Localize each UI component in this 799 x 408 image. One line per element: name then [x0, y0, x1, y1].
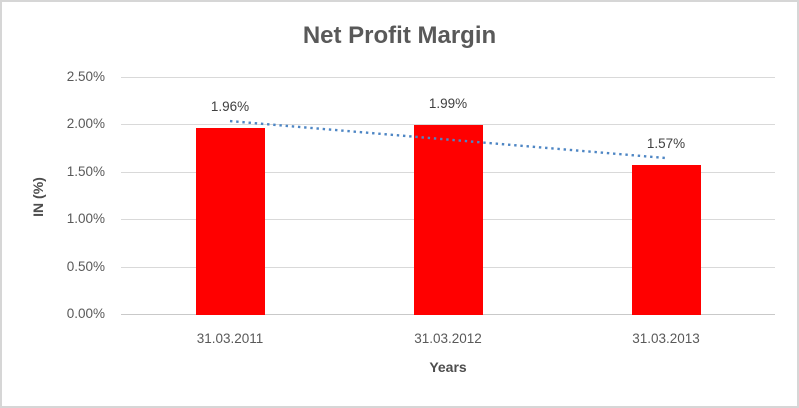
y-tick-label: 0.50% — [66, 259, 105, 274]
bar-31.03.2013 — [632, 165, 701, 315]
data-label: 1.96% — [210, 99, 250, 114]
x-tick-label: 31.03.2011 — [196, 331, 264, 346]
data-label: 1.99% — [428, 96, 468, 111]
y-tick-label: 1.00% — [66, 211, 105, 226]
y-tick-label: 2.50% — [66, 69, 105, 84]
y-tick-label: 1.50% — [66, 164, 105, 179]
bar-31.03.2011 — [196, 128, 265, 315]
y-tick-label: 2.00% — [66, 116, 105, 131]
data-label: 1.57% — [646, 136, 686, 151]
bar-31.03.2012 — [414, 125, 483, 315]
x-axis-title: Years — [429, 359, 467, 375]
y-tick-label: 0.00% — [66, 306, 105, 321]
y-axis-title: IN (%) — [30, 177, 46, 217]
x-tick-label: 31.03.2012 — [414, 331, 482, 346]
chart-title: Net Profit Margin — [302, 22, 497, 49]
gridline — [121, 77, 775, 78]
x-tick-label: 31.03.2013 — [632, 331, 700, 346]
